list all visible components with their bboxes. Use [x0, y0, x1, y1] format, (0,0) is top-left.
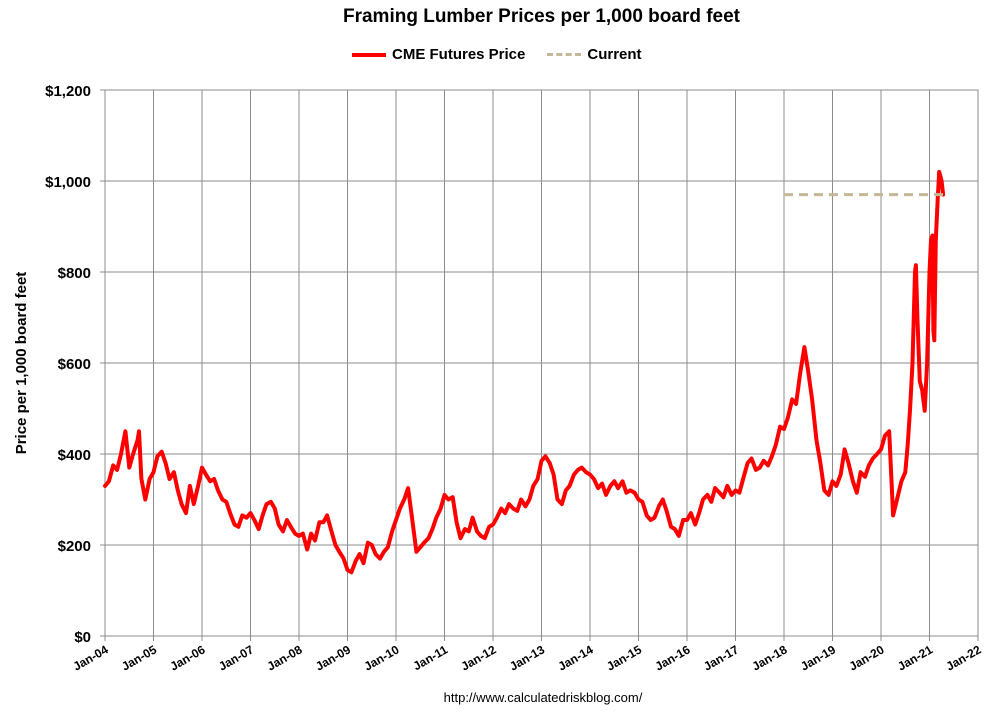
- y-axis-label: Price per 1,000 board feet: [13, 272, 30, 455]
- x-tick-label: Jan-09: [313, 642, 353, 673]
- x-tick-label: Jan-19: [798, 642, 838, 673]
- y-tick-label: $1,200: [45, 83, 91, 100]
- x-tick-label: Jan-08: [265, 642, 305, 673]
- x-tick-label: Jan-22: [944, 642, 984, 673]
- x-tick-label: Jan-06: [168, 642, 208, 673]
- y-tick-label: $0: [74, 629, 91, 646]
- y-tick-label: $200: [58, 538, 91, 555]
- legend-swatch-futures: [352, 52, 386, 57]
- x-tick-label: Jan-14: [556, 642, 596, 673]
- y-tick-label: $400: [58, 447, 91, 464]
- y-tick-label: $600: [58, 356, 91, 373]
- x-tick-label: Jan-04: [71, 642, 111, 673]
- x-tick-label: Jan-07: [216, 642, 256, 673]
- chart-title: Framing Lumber Prices per 1,000 board fe…: [342, 6, 741, 27]
- x-tick-label: Jan-15: [604, 642, 644, 673]
- chart-legend: CME Futures Price Current: [352, 46, 664, 63]
- x-tick-label: Jan-20: [847, 642, 887, 673]
- y-tick-label: $800: [58, 265, 91, 282]
- x-tick-label: Jan-10: [362, 642, 402, 673]
- x-tick-label: Jan-16: [653, 642, 693, 673]
- x-tick-label: Jan-13: [507, 642, 547, 673]
- series-line-futures: [103, 169, 946, 575]
- x-tick-label: Jan-05: [119, 642, 159, 673]
- legend-item-current: Current: [547, 46, 642, 63]
- y-tick-label: $1,000: [45, 174, 91, 191]
- legend-label-futures: CME Futures Price: [392, 46, 526, 63]
- source-url: http://www.calculatedriskblog.com/: [443, 690, 643, 705]
- legend-item-futures: CME Futures Price: [352, 46, 525, 63]
- x-tick-label: Jan-12: [459, 642, 499, 673]
- x-tick-label: Jan-18: [750, 642, 790, 673]
- x-tick-label: Jan-17: [701, 642, 741, 673]
- x-tick-label: Jan-21: [895, 642, 935, 673]
- x-tick-label: Jan-11: [411, 642, 451, 673]
- legend-swatch-current: [547, 53, 582, 56]
- legend-label-current: Current: [587, 46, 642, 63]
